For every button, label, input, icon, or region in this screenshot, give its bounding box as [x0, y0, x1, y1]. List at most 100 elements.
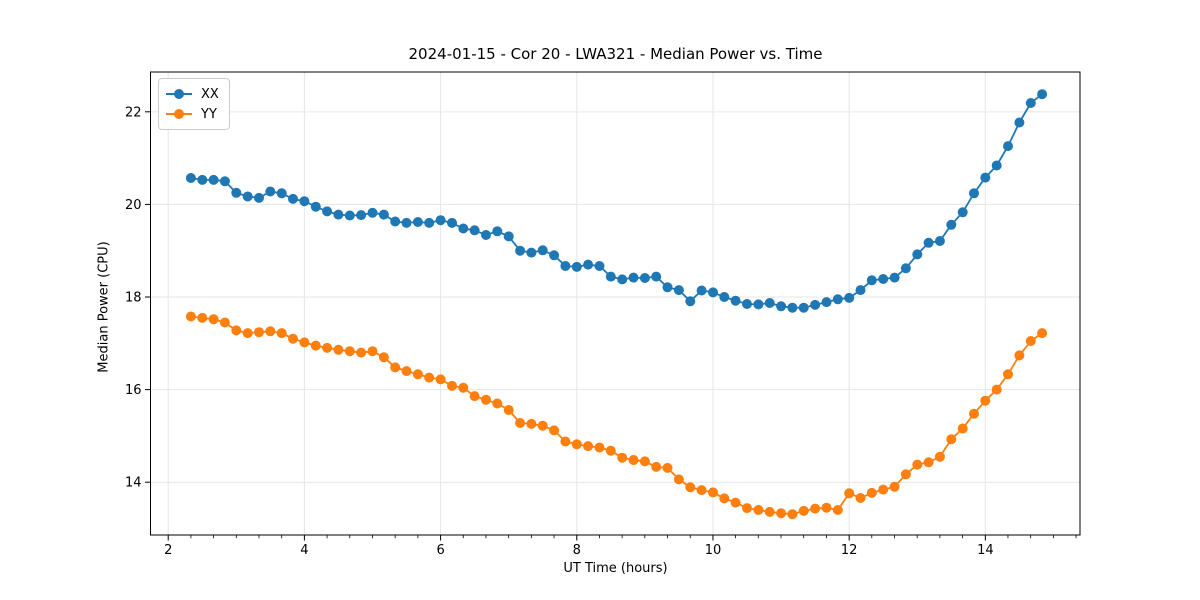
data-point-yy: [435, 374, 446, 385]
legend-item-xx: XX: [166, 84, 219, 104]
data-point-xx: [969, 188, 979, 199]
data-point-yy: [980, 395, 991, 406]
data-point-yy: [288, 333, 298, 344]
data-point-xx: [855, 285, 866, 296]
data-point-xx: [288, 193, 298, 204]
data-point-yy: [662, 462, 673, 473]
data-point-yy: [492, 398, 503, 409]
data-point-xx: [821, 297, 832, 308]
data-point-yy: [560, 436, 571, 447]
data-point-xx: [764, 298, 775, 308]
legend-label: XX: [201, 86, 219, 102]
data-point-xx: [412, 217, 423, 227]
plot-frame: [150, 71, 1081, 536]
data-point-xx: [1025, 98, 1036, 108]
data-point-yy: [673, 474, 684, 485]
data-point-yy: [923, 457, 934, 468]
data-point-yy: [310, 340, 321, 351]
data-point-xx: [832, 294, 843, 305]
data-point-yy: [208, 314, 219, 325]
legend-item-yy: YY: [166, 104, 219, 124]
data-point-yy: [549, 425, 560, 436]
data-point-yy: [185, 311, 196, 322]
data-point-yy: [776, 508, 787, 519]
data-point-xx: [753, 299, 764, 310]
data-point-yy: [742, 503, 752, 514]
data-point-xx: [617, 274, 628, 285]
data-point-xx: [662, 282, 673, 293]
data-point-xx: [208, 174, 219, 185]
data-point-xx: [934, 236, 945, 246]
data-point-yy: [696, 485, 707, 496]
data-point-yy: [344, 346, 355, 357]
data-point-xx: [526, 247, 537, 258]
data-point-xx: [560, 261, 571, 271]
data-point-xx: [900, 263, 911, 274]
data-point-xx: [991, 160, 1002, 171]
data-point-yy: [708, 487, 718, 498]
y-tick-label: 16: [125, 383, 142, 398]
data-point-yy: [685, 482, 696, 493]
data-point-yy: [469, 391, 480, 402]
x-tick-label: 14: [977, 543, 994, 558]
data-point-yy: [991, 384, 1002, 395]
data-point-yy: [219, 317, 230, 328]
data-point-xx: [1037, 89, 1048, 100]
data-point-xx: [481, 230, 491, 240]
data-point-xx: [957, 207, 968, 218]
data-point-yy: [537, 420, 548, 431]
data-point-xx: [549, 250, 560, 261]
data-point-yy: [242, 328, 253, 339]
data-point-xx: [571, 261, 582, 272]
data-point-yy: [639, 456, 650, 467]
data-point-yy: [866, 487, 877, 498]
data-point-xx: [651, 271, 662, 282]
data-point-xx: [946, 219, 957, 230]
y-tick-label: 18: [125, 291, 142, 306]
data-point-yy: [333, 344, 344, 355]
x-tick-label: 10: [705, 543, 722, 558]
data-point-yy: [254, 327, 264, 338]
data-point-yy: [821, 502, 832, 513]
data-point-yy: [594, 442, 605, 453]
data-point-yy: [265, 326, 276, 337]
data-point-yy: [571, 439, 582, 450]
data-point-yy: [526, 418, 537, 429]
data-point-xx: [344, 210, 355, 221]
data-point-yy: [957, 423, 968, 434]
data-point-xx: [719, 292, 730, 302]
data-point-xx: [276, 188, 287, 199]
data-point-xx: [605, 271, 616, 282]
data-point-xx: [776, 301, 787, 312]
data-point-xx: [1003, 141, 1013, 152]
data-point-xx: [242, 191, 253, 202]
data-point-yy: [787, 509, 798, 520]
legend-label: YY: [201, 106, 217, 122]
x-axis-label: UT Time (hours): [563, 561, 668, 576]
data-point-xx: [730, 295, 741, 306]
data-point-yy: [878, 484, 889, 495]
x-tick-label: 8: [573, 543, 581, 558]
data-point-xx: [390, 216, 401, 227]
data-point-yy: [1003, 369, 1013, 380]
legend-line-marker-icon: [166, 89, 192, 99]
data-point-yy: [401, 366, 412, 377]
data-point-xx: [889, 272, 900, 283]
data-point-yy: [356, 347, 367, 358]
data-point-yy: [764, 506, 775, 517]
data-point-xx: [356, 210, 367, 221]
data-point-yy: [900, 469, 911, 480]
data-point-xx: [219, 176, 230, 187]
data-point-xx: [254, 192, 264, 203]
data-point-xx: [537, 245, 548, 256]
data-point-yy: [844, 488, 855, 499]
data-point-xx: [912, 249, 923, 260]
data-point-xx: [583, 259, 594, 270]
series-line-xx: [189, 93, 1043, 309]
data-point-xx: [435, 215, 446, 226]
data-point-yy: [969, 408, 979, 419]
data-point-xx: [469, 225, 480, 236]
data-point-xx: [980, 172, 991, 183]
y-tick-label: 22: [125, 105, 142, 120]
